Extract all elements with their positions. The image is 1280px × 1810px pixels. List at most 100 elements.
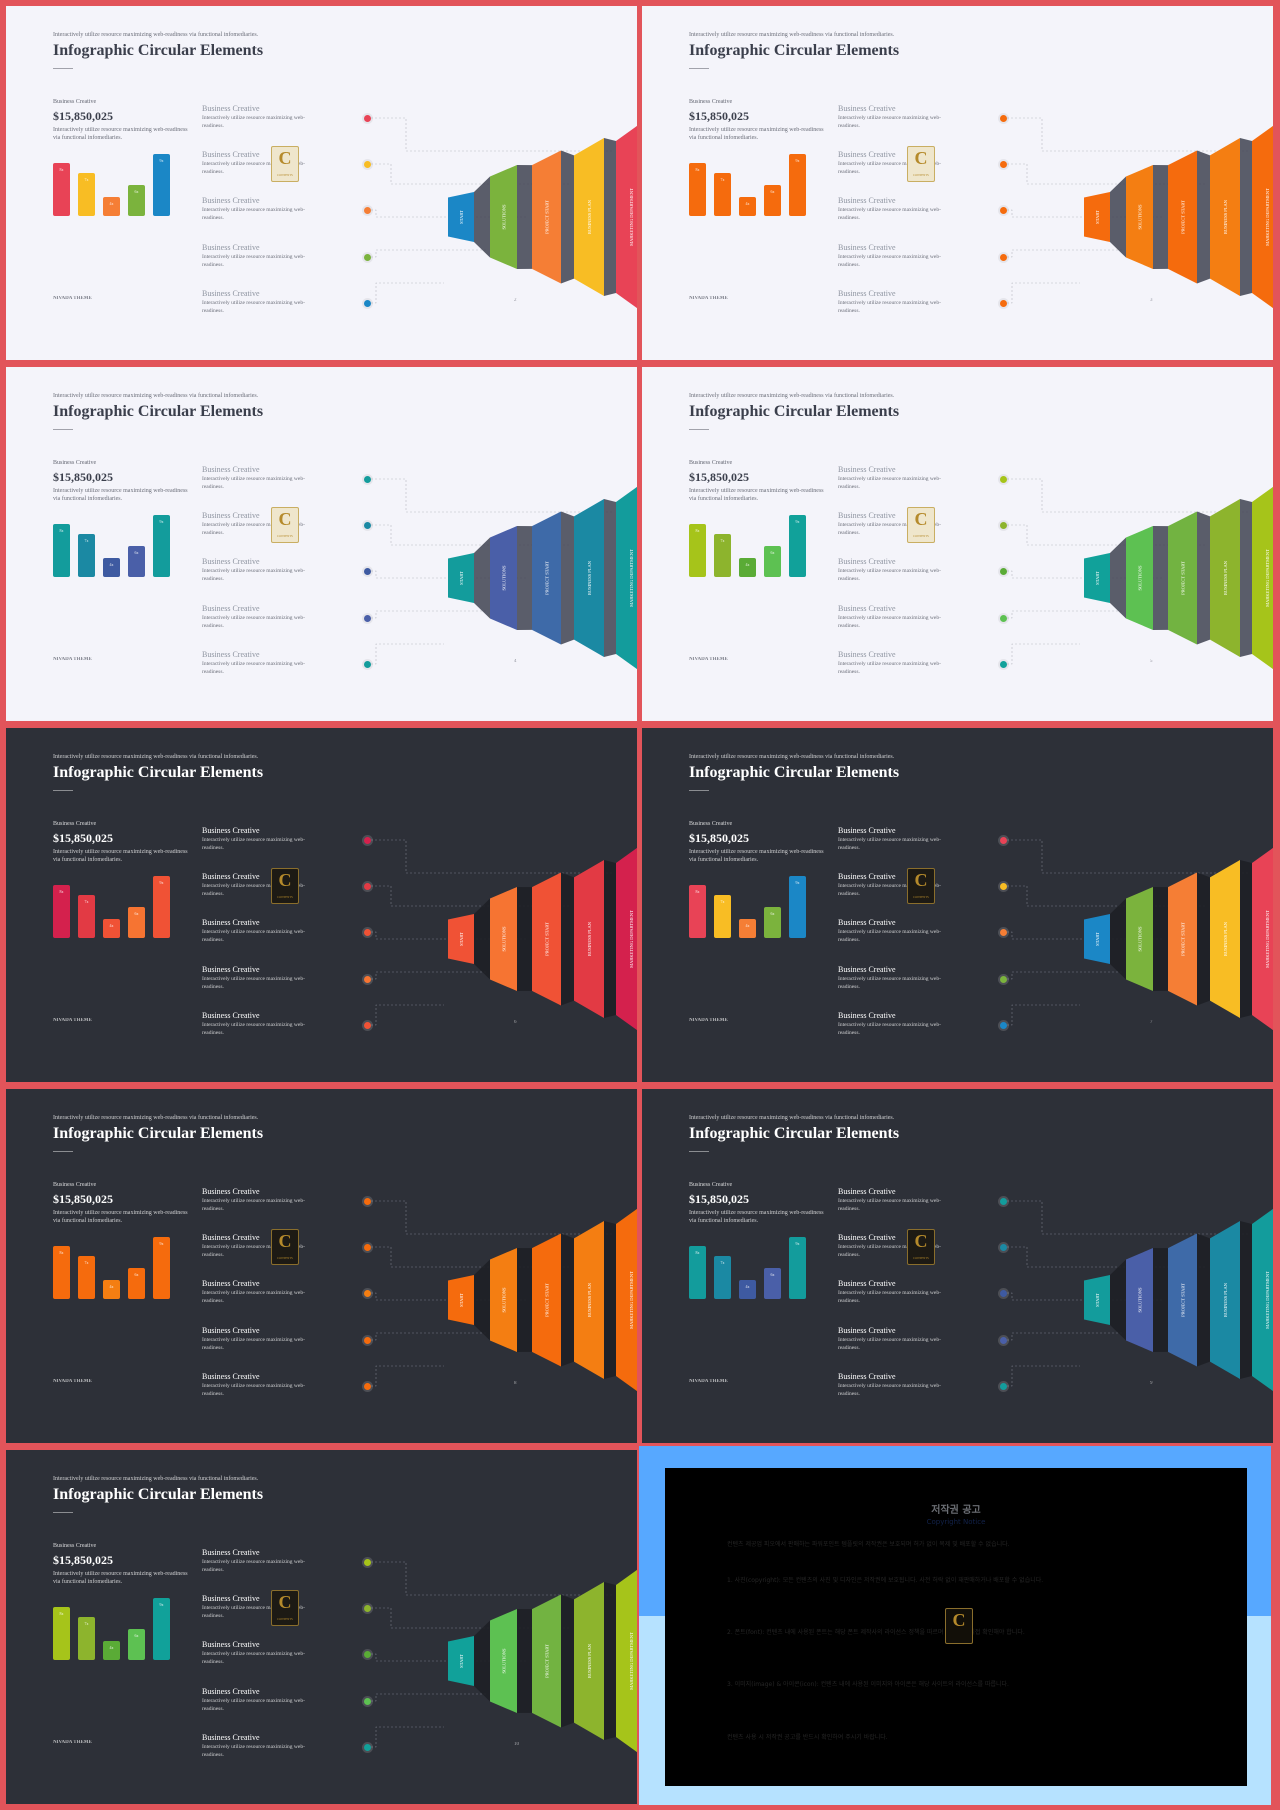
funnel-shadow [1110, 898, 1126, 980]
funnel-graphic: START SOLUTIONS PROJECT START BUSINESS PLAN… [448, 1208, 637, 1392]
list-item-dot [1000, 522, 1007, 529]
list-item-description: Interactively utilize resource maximizin… [202, 661, 305, 676]
chart-bar: 4x [103, 197, 120, 216]
seal-text: CONTENTS [913, 173, 929, 177]
slide-light: Interactively utilize resource maximizin… [6, 6, 637, 360]
funnel-shadow [561, 511, 574, 645]
list-item-description: Interactively utilize resource maximizin… [838, 161, 941, 176]
page-number: 7 [1150, 1020, 1153, 1025]
list-item-dot [1000, 1383, 1007, 1390]
funnel-shadow [604, 138, 616, 296]
bar-value-label: 6x [770, 1272, 775, 1277]
page-number: 2 [514, 298, 517, 303]
list-item-dot [364, 1559, 371, 1566]
page-number: 10 [514, 1742, 519, 1747]
list-item-dot [364, 161, 371, 168]
funnel-label: SOLUTIONS [1138, 926, 1143, 951]
funnel-segment [1084, 192, 1110, 242]
funnel-graphic: START SOLUTIONS PROJECT START BUSINESS PLAN… [1084, 1208, 1273, 1392]
seal-text: CONTENTS [277, 1617, 293, 1621]
slide-title: Infographic Circular Elements [53, 42, 264, 59]
funnel-label: START [1095, 1293, 1100, 1307]
list-item: Business Creative Interactively utilize r… [202, 650, 314, 677]
seal-text: CONTENTS [913, 534, 929, 538]
title-underline [689, 429, 709, 430]
funnel-segment [490, 1248, 517, 1352]
footer-theme-name: NIVADA THEME [53, 1740, 92, 1745]
contents-seal-logo: C CONTENTS [271, 1229, 299, 1265]
list-item-description: Interactively utilize resource maximizin… [202, 1337, 305, 1352]
funnel-shadow [1197, 1233, 1210, 1367]
funnel-label: BUSINESS PLAN [1223, 199, 1228, 234]
stat-kicker: Business Creative [689, 821, 733, 827]
list-item: Business Creative Interactively utilize r… [838, 243, 950, 270]
list-item-dot [1000, 207, 1007, 214]
connector-line [1007, 524, 1206, 546]
list-item: Business Creative Interactively utilize r… [202, 104, 314, 131]
contents-seal-logo: C CONTENTS [907, 146, 935, 182]
chart-bar: 7x [78, 533, 95, 577]
connector-line [1007, 249, 1122, 258]
chart-bar: 8x [53, 1607, 70, 1660]
funnel-label: SOLUTIONS [502, 1287, 507, 1312]
list-item-description: Interactively utilize resource maximizin… [202, 1651, 305, 1666]
stat-kicker: Business Creative [53, 821, 97, 827]
list-item-description: Interactively utilize resource maximizin… [202, 1383, 305, 1398]
list-item: Business Creative Interactively utilize r… [202, 1233, 314, 1260]
bar-value-label: 4x [745, 1284, 750, 1290]
list-item-title: Business Creative [202, 1279, 260, 1288]
stat-kicker: Business Creative [53, 99, 97, 105]
bar-value-label: 8x [695, 1250, 700, 1256]
funnel-label: SOLUTIONS [502, 926, 507, 951]
funnel-label: BUSINESS PLAN [587, 1282, 592, 1317]
list-item-title: Business Creative [202, 1187, 260, 1196]
funnel-segment [448, 553, 474, 603]
stat-description: Interactively utilize resource maximizin… [689, 1210, 824, 1225]
list-item-dot [364, 1022, 371, 1029]
bar-value-label: 4x [109, 1645, 114, 1651]
bar-value-label: 9x [795, 880, 800, 885]
bar-value-label: 4x [109, 201, 114, 207]
list-item-dot [1000, 661, 1007, 668]
list-item-description: Interactively utilize resource maximizin… [838, 568, 941, 583]
funnel-shadow [604, 1582, 616, 1740]
bar-value-label: 7x [720, 537, 725, 543]
bar-value-label: 7x [84, 1620, 89, 1626]
list-item: Business Creative Interactively utilize r… [838, 1326, 950, 1353]
title-underline [53, 429, 73, 430]
chart-bar: 8x [689, 524, 706, 577]
funnel-segment [1252, 125, 1273, 309]
funnel-segment [616, 1208, 637, 1392]
slide-title: Infographic Circular Elements [53, 764, 264, 781]
bar-value-label: 4x [745, 562, 750, 568]
stat-amount: $15,850,025 [53, 470, 113, 484]
funnel-shadow [561, 872, 574, 1006]
slide-dark: Interactively utilize resource maximizin… [6, 728, 637, 1082]
connector-line [371, 249, 486, 258]
slide-title: Infographic Circular Elements [53, 1486, 264, 1503]
funnel-segment [574, 1221, 604, 1379]
funnel-graphic: START SOLUTIONS PROJECT START BUSINESS PLAN… [1084, 125, 1273, 309]
list-item-description: Interactively utilize resource maximizin… [202, 1290, 305, 1305]
chart-bar: 7x [78, 172, 95, 216]
list-item-dot [1000, 883, 1007, 890]
list-item-dot [1000, 837, 1007, 844]
list-item-description: Interactively utilize resource maximizin… [838, 837, 941, 852]
seal-text: CONTENTS [913, 1256, 929, 1260]
footer-theme-name: NIVADA THEME [689, 657, 728, 662]
bar-value-label: 9x [159, 880, 164, 885]
funnel-shadow [1240, 138, 1252, 296]
seal-letter: C [278, 1231, 292, 1251]
list-item: Business Creative Interactively utilize r… [838, 289, 950, 316]
bar-value-label: 6x [770, 189, 775, 194]
list-item-title: Business Creative [202, 104, 260, 113]
list-item: Business Creative Interactively utilize r… [838, 1187, 950, 1214]
bar-value-label: 9x [159, 1241, 164, 1246]
footer-theme-name: NIVADA THEME [689, 1379, 728, 1384]
list-item-description: Interactively utilize resource maximizin… [838, 207, 941, 222]
funnel-shadow [1110, 537, 1126, 619]
page-number: 4 [514, 659, 517, 664]
list-item: Business Creative Interactively utilize r… [202, 1594, 314, 1621]
copyright-slide: 저작권 공고 Copyright Notice 컨텐츠 제공업 피오에서 판매하… [639, 1446, 1271, 1805]
funnel-label: BUSINESS PLAN [1223, 1282, 1228, 1317]
